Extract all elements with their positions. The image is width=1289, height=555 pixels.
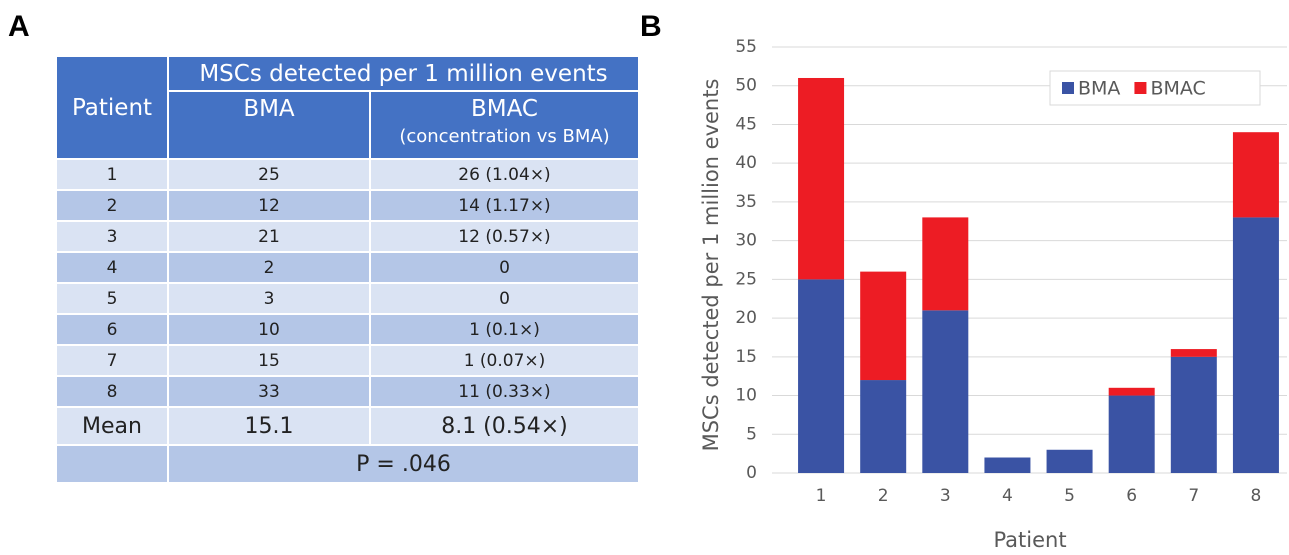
y-tick-label: 30: [735, 231, 757, 251]
legend-swatch: [1062, 82, 1074, 94]
bar-segment: [860, 380, 907, 473]
table-cell: 8: [55, 375, 169, 408]
table-cell: Mean: [55, 406, 169, 446]
bar-segment: [922, 217, 969, 311]
table-cell: 11 (0.33×): [369, 375, 640, 408]
table-cell: 1 (0.07×): [369, 344, 640, 377]
bar-segment: [1108, 387, 1155, 396]
table-cell: BMAC (concentration vs BMA): [369, 90, 640, 160]
bar-segment: [1170, 356, 1217, 473]
x-tick-label: 3: [940, 486, 951, 506]
bar-segment: [984, 457, 1031, 473]
table-cell: 12: [167, 189, 371, 222]
table-row: 8 33 11 (0.33×): [55, 375, 640, 408]
column-note: (concentration vs BMA): [399, 126, 610, 147]
y-tick-label: 25: [735, 269, 757, 289]
x-tick-label: 8: [1251, 486, 1262, 506]
table-row: 3 21 12 (0.57×): [55, 220, 640, 253]
x-axis-title: Patient: [993, 528, 1066, 552]
legend-box: [1049, 70, 1261, 106]
table-cell: 21: [167, 220, 371, 253]
table-row: BMA BMAC (concentration vs BMA): [56, 90, 640, 160]
table-cell: 5: [55, 282, 169, 315]
bar-segment: [1232, 132, 1279, 218]
table-cell: BMA: [167, 90, 371, 160]
table-cell: 2: [167, 251, 371, 284]
table-cell: 3: [167, 282, 371, 315]
table-row: 6 10 1 (0.1×): [55, 313, 640, 346]
y-tick-label: 40: [735, 153, 757, 173]
table-row: 7 15 1 (0.07×): [55, 344, 640, 377]
y-tick-label: 35: [735, 192, 757, 212]
table-cell: MSCs detected per 1 million events: [167, 55, 640, 92]
legend-label: BMA: [1078, 78, 1120, 100]
table-cell: 15: [167, 344, 371, 377]
table-cell: 33: [167, 375, 371, 408]
legend-label: BMAC: [1150, 78, 1205, 100]
table-cell: 25: [167, 158, 371, 191]
table-cell: 4: [55, 251, 169, 284]
bar-segment: [860, 271, 907, 381]
table-cell: 14 (1.17×): [369, 189, 640, 222]
bar-segment: [922, 310, 969, 473]
table-row: 2 12 14 (1.17×): [55, 189, 640, 222]
table-cell: Patient: [55, 55, 169, 160]
table-cell: P = .046: [167, 444, 640, 484]
panel-label: B: [640, 10, 662, 43]
column-header: BMAC: [470, 96, 538, 122]
y-tick-label: 10: [735, 386, 757, 406]
table-row: P = .046: [55, 444, 640, 484]
x-tick-label: 4: [1002, 486, 1013, 506]
table-cell: 1 (0.1×): [369, 313, 640, 346]
x-tick-label: 6: [1126, 486, 1137, 506]
bar-segment: [798, 279, 845, 473]
table-cell: 0: [369, 282, 640, 315]
table-cell: 0: [369, 251, 640, 284]
table-cell: 7: [55, 344, 169, 377]
table-cell: 6: [55, 313, 169, 346]
bar-segment: [1170, 349, 1217, 357]
bar-segment: [798, 77, 845, 280]
bar-segment: [1046, 449, 1093, 473]
y-tick-label: 15: [735, 347, 757, 367]
data-table: Patient MSCs detected per 1 million event…: [55, 55, 640, 484]
x-tick-label: 1: [816, 486, 827, 506]
table-cell: 1: [55, 158, 169, 191]
y-tick-label: 55: [735, 37, 757, 57]
y-tick-label: 5: [746, 424, 757, 444]
table-cell: [55, 444, 169, 484]
table-cell: 12 (0.57×): [369, 220, 640, 253]
table-row: Patient MSCs detected per 1 million event…: [55, 55, 640, 160]
table-cell: 10: [167, 313, 371, 346]
x-tick-label: 5: [1064, 486, 1075, 506]
bar-segment: [1108, 395, 1155, 473]
table-cell: 8.1 (0.54×): [369, 406, 640, 446]
x-tick-label: 2: [878, 486, 889, 506]
table-cell: 26 (1.04×): [369, 158, 640, 191]
table-cell: 3: [55, 220, 169, 253]
y-tick-label: 20: [735, 308, 757, 328]
table-row: Mean 15.1 8.1 (0.54×): [55, 406, 640, 446]
y-axis-title: MSCs detected per 1 million events: [699, 79, 723, 452]
bar-segment: [1232, 217, 1279, 473]
x-tick-label: 7: [1188, 486, 1199, 506]
y-tick-label: 45: [735, 114, 757, 134]
table-cell: 2: [55, 189, 169, 222]
y-tick-label: 0: [746, 463, 757, 483]
table-row: 1 25 26 (1.04×): [55, 158, 640, 191]
legend-swatch: [1134, 82, 1147, 94]
panel-label: A: [8, 10, 30, 43]
table-cell: 15.1: [167, 406, 371, 446]
y-tick-label: 50: [735, 76, 757, 96]
